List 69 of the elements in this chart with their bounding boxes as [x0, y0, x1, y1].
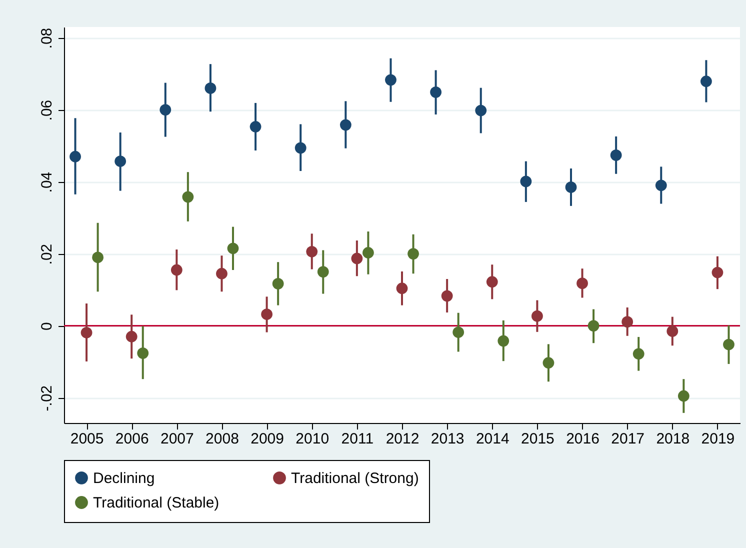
x-tick-label: 2007 [160, 430, 194, 448]
point [261, 308, 272, 320]
point [532, 310, 543, 322]
point [70, 150, 81, 162]
point [678, 390, 690, 402]
point [588, 320, 600, 332]
point [340, 119, 352, 131]
x-tick-label: 2015 [521, 430, 554, 448]
point [486, 276, 498, 288]
point [622, 316, 634, 328]
point [294, 142, 306, 154]
y-tick-label: .08 [38, 28, 56, 49]
x-tick-label: 2017 [611, 430, 645, 448]
point [385, 74, 396, 86]
point [441, 290, 453, 302]
x-tick-label: 2012 [386, 430, 420, 448]
point [250, 121, 262, 132]
x-tick-label: 2016 [566, 430, 600, 448]
y-tick-label: .02 [38, 244, 56, 265]
point [498, 335, 510, 347]
legend-label: Declining [93, 470, 155, 487]
y-tick-label: -.02 [38, 385, 56, 412]
x-tick-label: 2013 [430, 430, 464, 448]
x-tick-label: 2018 [656, 430, 690, 448]
point [272, 278, 284, 290]
point [655, 180, 667, 192]
x-tick-label: 2014 [476, 430, 510, 448]
point [542, 357, 554, 369]
point [565, 182, 577, 193]
point [216, 268, 228, 280]
point [700, 76, 712, 88]
point [362, 247, 374, 258]
x-tick-label: 2009 [250, 430, 284, 448]
point [227, 242, 239, 254]
x-tick-label: 2005 [70, 430, 104, 448]
x-tick-label: 2011 [341, 430, 374, 448]
point [452, 326, 464, 338]
point [712, 266, 724, 278]
point [160, 104, 172, 116]
point [396, 282, 408, 294]
legend-label: Traditional (Stable) [93, 494, 220, 512]
y-tick-label: .06 [38, 100, 56, 121]
point [576, 278, 588, 290]
point [430, 86, 442, 98]
point [80, 326, 92, 338]
point [126, 330, 138, 342]
point [408, 248, 419, 260]
x-tick-label: 2010 [296, 430, 330, 448]
point [317, 266, 329, 278]
point [723, 338, 734, 350]
point [306, 246, 318, 258]
x-tick-label: 2019 [701, 430, 735, 448]
point [170, 264, 182, 276]
point [92, 252, 104, 264]
point [182, 191, 194, 203]
point [137, 347, 149, 359]
legend-label: Traditional (Strong) [291, 470, 419, 487]
point [351, 252, 363, 264]
x-tick-label: 2008 [206, 430, 239, 448]
point [204, 82, 216, 94]
y-tick-label: 0 [38, 322, 56, 330]
point [666, 326, 678, 337]
x-tick-label: 2006 [115, 430, 149, 448]
point [520, 176, 532, 188]
y-tick-label: .04 [38, 172, 56, 193]
point [114, 156, 126, 167]
point [475, 104, 487, 116]
point [610, 149, 622, 161]
point [632, 348, 644, 360]
